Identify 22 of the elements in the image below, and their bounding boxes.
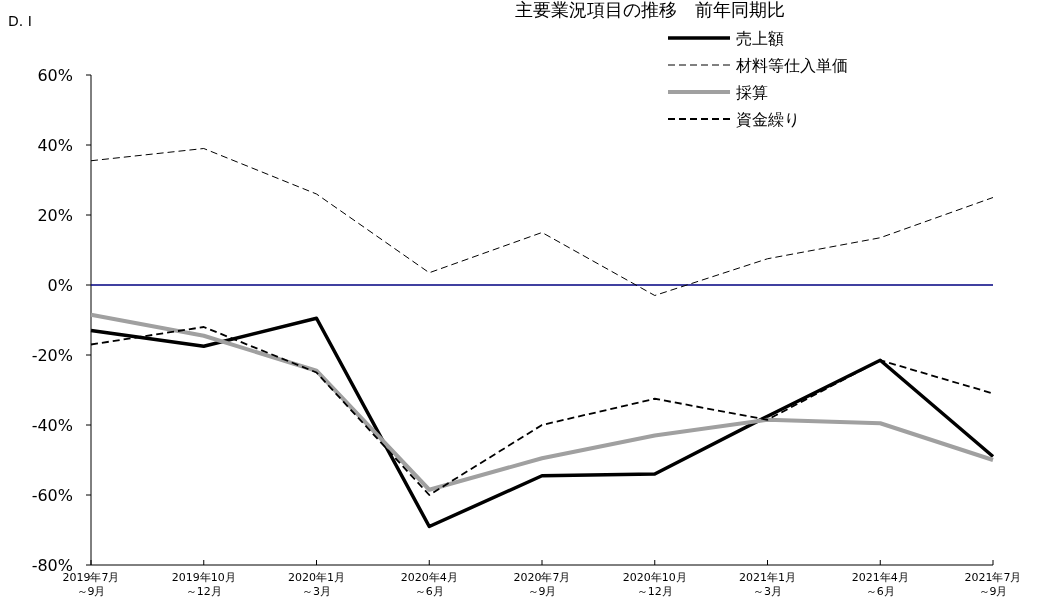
x-tick-label: 2021年4月～6月 [851, 571, 909, 598]
x-tick-label: 2020年4月～6月 [400, 571, 458, 598]
y-tick-label: -40% [31, 415, 73, 435]
legend-label: 資金繰り [736, 109, 800, 129]
legend-label: 売上額 [736, 28, 784, 48]
y-tick-label: 40% [37, 135, 73, 155]
y-tick-label: -20% [31, 345, 73, 365]
legend-label: 採算 [736, 82, 768, 102]
x-tick-label: 2020年1月～3月 [288, 571, 345, 598]
y-tick-label: -60% [31, 485, 73, 505]
legend-label: 材料等仕入単価 [735, 55, 848, 75]
x-tick-label: 2019年7月～9月 [62, 571, 120, 598]
x-tick-label: 2021年1月～3月 [739, 571, 796, 598]
x-tick-label: 2020年7月～9月 [513, 571, 571, 598]
y-tick-label: 0% [47, 275, 73, 295]
chart-title: 主要業況項目の推移 前年同期比 [515, 0, 785, 20]
x-tick-label: 2019年10月～12月 [171, 571, 236, 598]
y-tick-label: 20% [37, 205, 73, 225]
y-axis-title: D. I [8, 13, 32, 29]
x-tick-label: 2021年7月～9月 [964, 571, 1022, 598]
y-tick-label: 60% [37, 65, 73, 85]
x-tick-label: 2020年10月～12月 [622, 571, 687, 598]
